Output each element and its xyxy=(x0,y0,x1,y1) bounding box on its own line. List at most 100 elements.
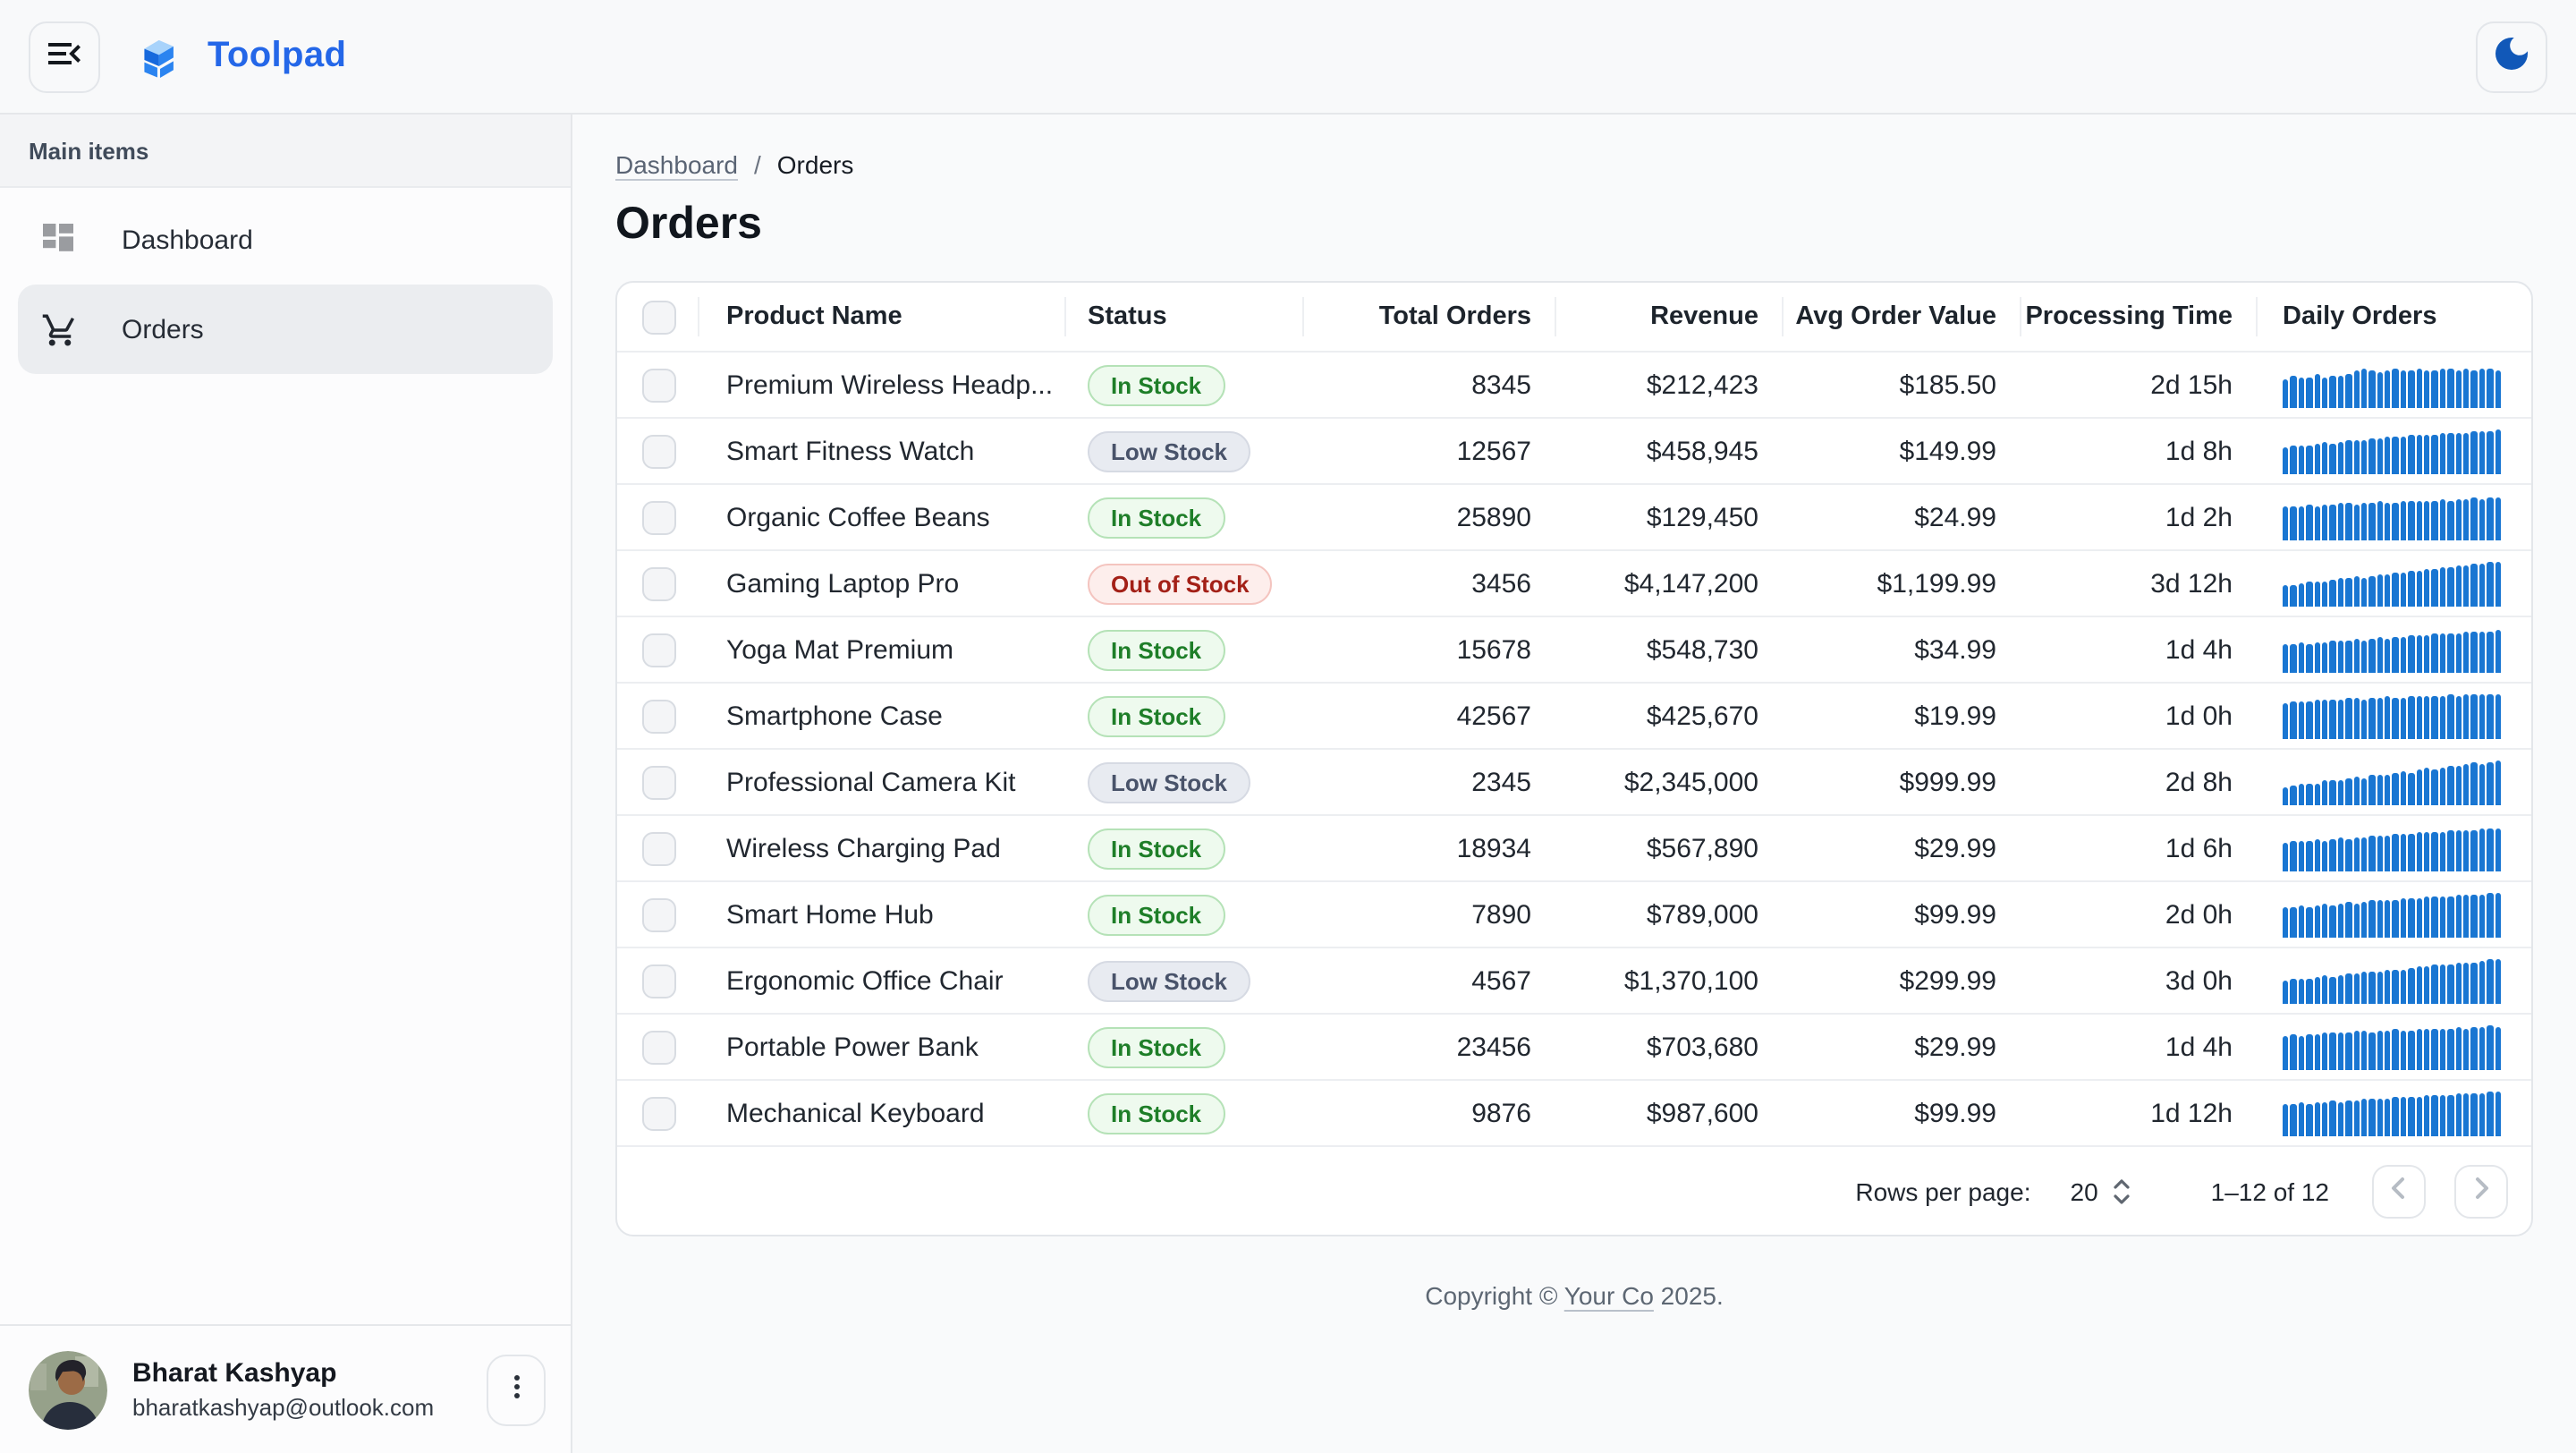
avatar[interactable] xyxy=(29,1350,107,1429)
spark-bar xyxy=(2345,1100,2352,1136)
spark-bar xyxy=(2416,570,2423,607)
previous-page-button[interactable] xyxy=(2372,1164,2426,1218)
table-row[interactable]: Professional Camera Kit Low Stock 2345 $… xyxy=(617,748,2531,814)
breadcrumb: Dashboard / Orders xyxy=(615,147,2533,183)
spark-bar xyxy=(2455,1027,2462,1070)
spark-bar xyxy=(2337,578,2344,607)
spark-bar xyxy=(2329,504,2336,540)
spark-bar xyxy=(2368,697,2376,739)
spark-bar xyxy=(2283,842,2289,871)
column-header-revenue[interactable]: Revenue xyxy=(1556,283,1784,351)
kebab-icon xyxy=(502,1372,530,1406)
collapse-sidebar-button[interactable] xyxy=(29,21,100,92)
breadcrumb-dashboard-link[interactable]: Dashboard xyxy=(615,150,738,179)
row-checkbox[interactable] xyxy=(641,831,675,865)
processing-time-cell: 1d 6h xyxy=(2165,833,2233,863)
product-name-cell: Organic Coffee Beans xyxy=(726,502,990,532)
table-row[interactable]: Ergonomic Office Chair Low Stock 4567 $1… xyxy=(617,947,2531,1013)
row-checkbox[interactable] xyxy=(641,566,675,600)
table-row[interactable]: Smartphone Case In Stock 42567 $425,670 … xyxy=(617,682,2531,748)
daily-orders-sparkline xyxy=(2283,693,2501,739)
daily-orders-sparkline xyxy=(2283,891,2501,938)
spark-bar xyxy=(2416,897,2423,938)
spark-bar xyxy=(2495,370,2501,408)
table-row[interactable]: Wireless Charging Pad In Stock 18934 $56… xyxy=(617,814,2531,880)
column-header-avg-order-value[interactable]: Avg Order Value xyxy=(1784,283,2021,351)
row-checkbox[interactable] xyxy=(641,500,675,534)
sidebar-item-dashboard[interactable]: Dashboard xyxy=(18,199,553,281)
user-card: Bharat Kashyap bharatkashyap@outlook.com xyxy=(0,1324,571,1453)
spark-bar xyxy=(2470,829,2478,871)
spark-bar xyxy=(2392,772,2399,805)
theme-toggle-button[interactable] xyxy=(2476,21,2547,92)
row-checkbox[interactable] xyxy=(641,699,675,733)
spark-bar xyxy=(2416,769,2423,805)
spark-bar xyxy=(2439,368,2446,408)
spark-bar xyxy=(2479,368,2486,408)
column-header-processing-time[interactable]: Processing Time xyxy=(2021,283,2258,351)
spark-bar xyxy=(2385,899,2391,938)
table-row[interactable]: Gaming Laptop Pro Out of Stock 3456 $4,1… xyxy=(617,549,2531,616)
sidebar-item-orders[interactable]: Orders xyxy=(18,285,553,374)
table-row[interactable]: Yoga Mat Premium In Stock 15678 $548,730… xyxy=(617,616,2531,682)
spark-bar xyxy=(2345,777,2352,805)
daily-orders-sparkline xyxy=(2283,560,2501,607)
row-checkbox[interactable] xyxy=(641,765,675,799)
row-checkbox[interactable] xyxy=(641,897,675,931)
next-page-button[interactable] xyxy=(2454,1164,2508,1218)
copyright-footer: Copyright © Your Co 2025. xyxy=(615,1281,2533,1310)
avg-order-value-cell: $29.99 xyxy=(1914,833,1996,863)
table-row[interactable]: Mechanical Keyboard In Stock 9876 $987,6… xyxy=(617,1079,2531,1145)
column-header-status[interactable]: Status xyxy=(1066,283,1304,351)
spark-bar xyxy=(2455,565,2462,607)
column-header-total-orders[interactable]: Total Orders xyxy=(1304,283,1556,351)
spark-bar xyxy=(2495,497,2501,540)
spark-bar xyxy=(2400,636,2407,673)
table-row[interactable]: Smart Fitness Watch Low Stock 12567 $458… xyxy=(617,417,2531,483)
app-title: Toolpad xyxy=(208,36,347,75)
rows-per-page-value[interactable]: 20 xyxy=(2070,1177,2098,1205)
spark-bar xyxy=(2462,764,2470,805)
spark-bar xyxy=(2337,1032,2344,1070)
up-down-chevrons-icon[interactable] xyxy=(2111,1175,2132,1207)
company-link[interactable]: Your Co xyxy=(1563,1281,1654,1310)
product-name-cell: Mechanical Keyboard xyxy=(726,1098,985,1128)
select-all-checkbox[interactable] xyxy=(641,300,675,334)
avg-order-value-cell: $99.99 xyxy=(1914,899,1996,930)
spark-bar xyxy=(2462,632,2470,673)
spark-bar xyxy=(2329,641,2336,673)
table-row[interactable]: Smart Home Hub In Stock 7890 $789,000 $9… xyxy=(617,880,2531,947)
spark-bar xyxy=(2298,978,2305,1004)
spark-bar xyxy=(2447,433,2454,474)
spark-bar xyxy=(2368,438,2376,474)
column-header-product-name[interactable]: Product Name xyxy=(699,283,1066,351)
row-checkbox[interactable] xyxy=(641,434,675,468)
row-checkbox[interactable] xyxy=(641,964,675,998)
spark-bar xyxy=(2360,777,2368,805)
spark-bar xyxy=(2306,1033,2313,1070)
spark-bar xyxy=(2329,375,2336,408)
row-checkbox[interactable] xyxy=(641,368,675,402)
spark-bar xyxy=(2392,636,2399,673)
row-checkbox[interactable] xyxy=(641,1096,675,1130)
status-badge: Out of Stock xyxy=(1088,563,1273,604)
row-checkbox[interactable] xyxy=(641,1030,675,1064)
spark-bar xyxy=(2283,702,2289,739)
processing-time-cell: 1d 8h xyxy=(2165,436,2233,466)
column-header-daily-orders[interactable]: Daily Orders xyxy=(2283,302,2437,331)
row-checkbox[interactable] xyxy=(641,633,675,667)
spark-bar xyxy=(2424,695,2430,739)
spark-bar xyxy=(2337,780,2344,805)
table-row[interactable]: Organic Coffee Beans In Stock 25890 $129… xyxy=(617,483,2531,549)
spark-bar xyxy=(2416,634,2423,673)
avg-order-value-cell: $19.99 xyxy=(1914,701,1996,731)
spark-bar xyxy=(2353,903,2360,938)
spark-bar xyxy=(2385,574,2391,607)
avg-order-value-cell: $1,199.99 xyxy=(1877,568,1996,599)
spark-bar xyxy=(2360,1099,2368,1136)
table-row[interactable]: Premium Wireless Headp... In Stock 8345 … xyxy=(617,351,2531,417)
spark-bar xyxy=(2368,1032,2376,1070)
spark-bar xyxy=(2290,643,2297,673)
user-menu-button[interactable] xyxy=(487,1354,546,1425)
table-row[interactable]: Portable Power Bank In Stock 23456 $703,… xyxy=(617,1013,2531,1079)
